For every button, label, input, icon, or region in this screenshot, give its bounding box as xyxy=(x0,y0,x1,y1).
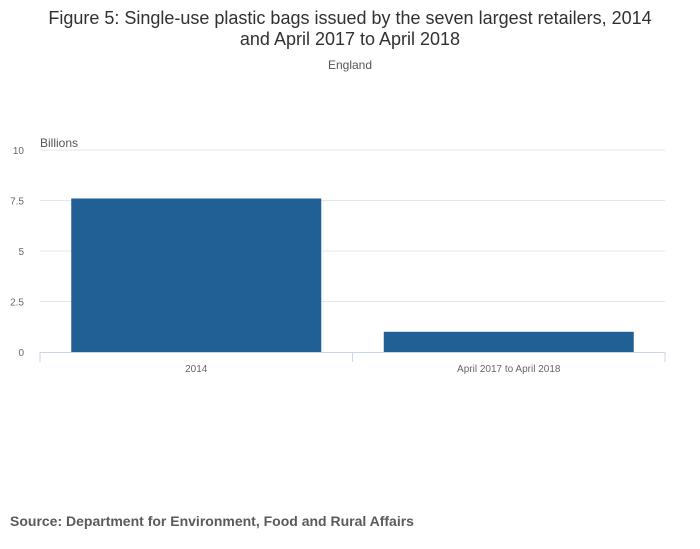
chart-subtitle: England xyxy=(327,58,373,72)
chart-title-line-1: Figure 5: Single-use plastic bags issued… xyxy=(48,8,652,28)
bar xyxy=(71,198,322,352)
y-axis-ticks: 0 2.5 5 7.5 10 xyxy=(10,146,24,359)
bars xyxy=(71,198,634,352)
bar xyxy=(383,331,634,352)
y-tick-label: 0 xyxy=(18,348,24,359)
y-axis-unit-label: Billions xyxy=(40,136,79,150)
chart-title-line-2: and April 2017 to April 2018 xyxy=(239,29,461,49)
y-tick-label: 2.5 xyxy=(10,298,24,309)
y-tick-label: 5 xyxy=(18,247,24,258)
bar-chart: 0 2.5 5 7.5 10 2014 April 2017 to April 2018 xyxy=(10,146,666,375)
y-tick-label: 10 xyxy=(13,146,25,157)
source-note: Source: Department for Environment, Food… xyxy=(10,513,414,529)
x-axis: 2014 April 2017 to April 2018 xyxy=(39,352,666,375)
x-tick-label: 2014 xyxy=(185,364,208,375)
x-tick-label: April 2017 to April 2018 xyxy=(457,364,561,375)
y-tick-label: 7.5 xyxy=(10,197,24,208)
chart-title: Figure 5: Single-use plastic bags issued… xyxy=(0,8,700,50)
